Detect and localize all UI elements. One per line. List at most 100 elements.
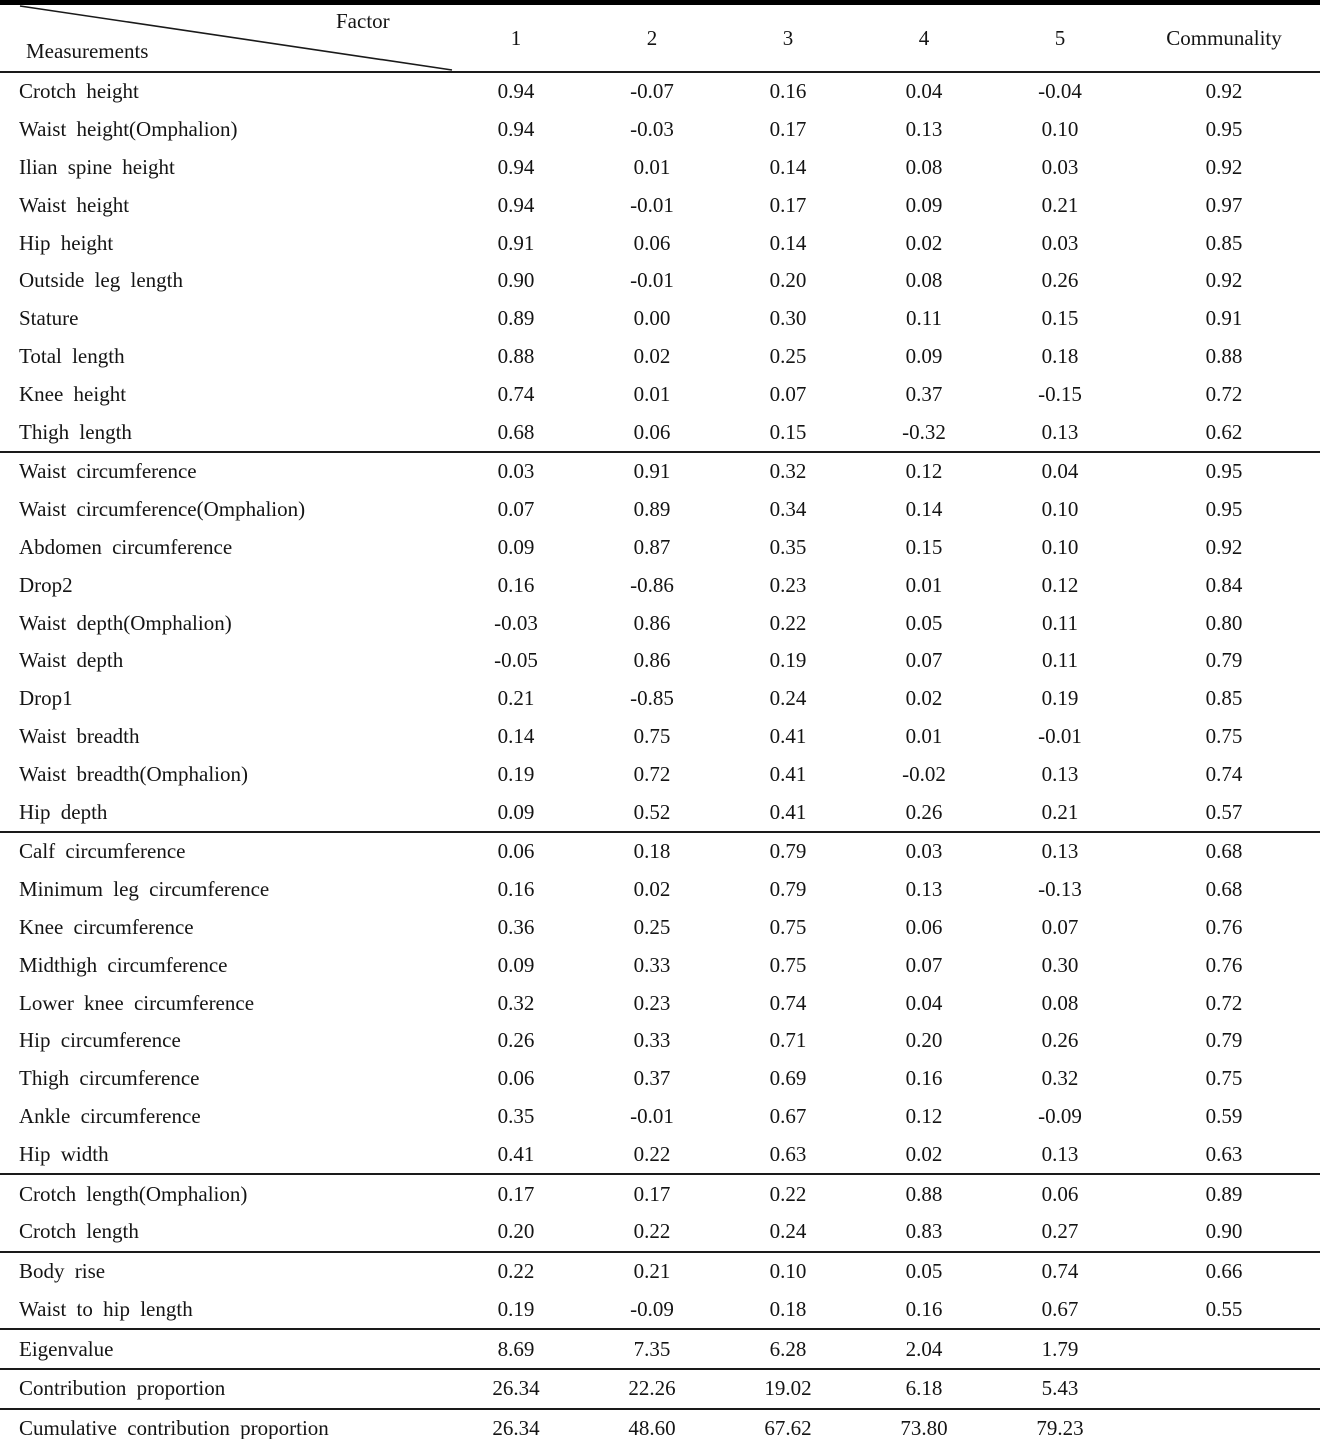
communality-value: 0.89 [1128,1173,1320,1213]
table-row: Outside leg length 0.90 -0.01 0.20 0.08 0.26 0… [0,262,1320,300]
table-row: Drop1 0.21 -0.85 0.24 0.02 0.19 0.85 [0,680,1320,718]
factor-3-value: 0.25 [769,343,807,368]
factor-3-value: 0.30 [769,306,807,331]
communality-value: 0.72 [1205,381,1243,406]
factor-1-value: 0.74 [497,381,535,406]
factor-4-value: 0.13 [905,117,943,142]
factor-5-value: 0.10 [1041,117,1079,142]
measurement-label: Waist circumference [0,450,448,491]
factor-4-value: 0.05 [905,610,943,635]
factor-2-value: 0.22 [633,1219,671,1244]
factor-5-value: -0.01 [1038,723,1082,748]
factor-3-value: 0.23 [769,572,807,597]
factor-4-value: 0.83 [905,1219,943,1244]
factor-5-value: 0.26 [1041,1028,1079,1053]
factor-2-value: 0.25 [633,914,671,939]
factor-2-value: 0.89 [633,497,671,522]
factor-3-value: 0.10 [720,1250,856,1291]
factor-4-value: -0.32 [902,419,946,444]
factor-5-value: 0.11 [1042,648,1078,673]
communality-value: 0.59 [1205,1103,1243,1128]
factor-2-value: -0.03 [630,117,674,142]
table-row: Eigenvalue 8.69 7.35 6.28 2.04 1.79 [0,1328,1320,1370]
measurement-label: Drop1 [19,686,73,711]
factor-1-value: 0.88 [497,343,535,368]
factor-2-value: 0.37 [633,1066,671,1091]
communality-value: 0.55 [1205,1296,1243,1321]
measurement-label: Drop2 [19,572,73,597]
factor-5-value: 0.21 [1041,799,1079,824]
measurement-label: Crotch length [19,1219,139,1244]
communality-value: 0.95 [1128,450,1320,491]
factor-3-value: 0.16 [769,79,807,104]
measurement-label: Stature [19,306,79,331]
communality-value: 0.68 [1128,830,1320,871]
factor-4-value: 0.20 [905,1028,943,1053]
table-row: Ilian spine height 0.94 0.01 0.14 0.08 0.03 0.… [0,149,1320,187]
factor-1-value: 0.90 [497,268,535,293]
factor-3-value: 0.41 [769,723,807,748]
table-row: Waist breadth(Omphalion) 0.19 0.72 0.41 -0.0… [0,755,1320,793]
factor-4-value: 0.09 [905,192,943,217]
factor-4-value: 0.02 [905,1141,943,1166]
factor-3-value: 0.79 [769,877,807,902]
factor-1-value: 0.22 [448,1250,584,1291]
communality-value: 0.90 [1205,1219,1243,1244]
communality-value: 0.66 [1128,1250,1320,1291]
factor-4-value: 0.37 [905,381,943,406]
factor-1-value: 0.09 [497,799,535,824]
factor-3-value: 0.32 [720,450,856,491]
communality-value: 0.68 [1205,877,1243,902]
factor-4-value: 0.07 [905,648,943,673]
communality-value: 0.62 [1205,419,1243,444]
factor-4-value: 0.09 [905,343,943,368]
table-row: Waist depth -0.05 0.86 0.19 0.07 0.11 0.79 [0,642,1320,680]
factor-4-value: 0.14 [905,497,943,522]
factor-4-value: 0.07 [905,952,943,977]
communality-value: 0.75 [1205,1066,1243,1091]
diagonal-divider-line [19,5,453,71]
factor-4-value: 0.02 [905,230,943,255]
communality-value: 0.95 [1205,497,1243,522]
table-row: Waist circumference(Omphalion) 0.07 0.89 0.… [0,491,1320,529]
table-row: Abdomen circumference 0.09 0.87 0.35 0.15 0.1… [0,529,1320,567]
factor-2-value: -0.86 [630,572,674,597]
factor-5-value: -0.09 [1038,1103,1082,1128]
table-row: Crotch length(Omphalion) 0.17 0.17 0.22 0.88… [0,1173,1320,1213]
factor-4-value: 0.08 [905,154,943,179]
factor-1-value: 0.91 [497,230,535,255]
factor-1-value: 0.68 [497,419,535,444]
factor-4-value: 0.26 [905,799,943,824]
factor-5-value: -0.04 [1038,79,1082,104]
factor-3-value: 67.62 [720,1407,856,1439]
factor-5-value: 79.23 [992,1407,1128,1439]
factor-5-value: 0.19 [1041,686,1079,711]
factor-2-value: 7.35 [584,1328,720,1370]
factor-4-value: 6.18 [856,1368,992,1409]
measurement-label: Outside leg length [19,268,183,293]
table-row: Hip circumference 0.26 0.33 0.71 0.20 0.26 0.7… [0,1022,1320,1060]
measurement-label: Hip circumference [19,1028,181,1053]
factor-4-value: 0.11 [906,306,942,331]
factor-3-value: 0.79 [720,830,856,871]
factor-1-value: 0.35 [497,1103,535,1128]
factor-1-value: 0.94 [497,154,535,179]
factor-3-value: 0.15 [769,419,807,444]
measurement-label: Minimum leg circumference [19,877,270,902]
table-row: Thigh length 0.68 0.06 0.15 -0.32 0.13 0.62 [0,413,1320,452]
communality-value [1128,1328,1320,1370]
factor-3-value: 0.75 [769,914,807,939]
factor-2-value: 0.06 [633,230,671,255]
factor-5-value: 0.13 [1041,761,1079,786]
factor-5-value: 0.12 [1041,572,1079,597]
factor-1-value: 0.20 [497,1219,535,1244]
communality-value: 0.72 [1205,990,1243,1015]
factor-1-value: 8.69 [448,1328,584,1370]
factor-2-value: 0.01 [633,154,671,179]
factor-5-value: 0.10 [1041,497,1079,522]
factor-2-value: 0.21 [584,1250,720,1291]
factor-1-value: 0.21 [497,686,535,711]
factor-3-value: 0.41 [769,761,807,786]
factor-2-value: -0.85 [630,686,674,711]
